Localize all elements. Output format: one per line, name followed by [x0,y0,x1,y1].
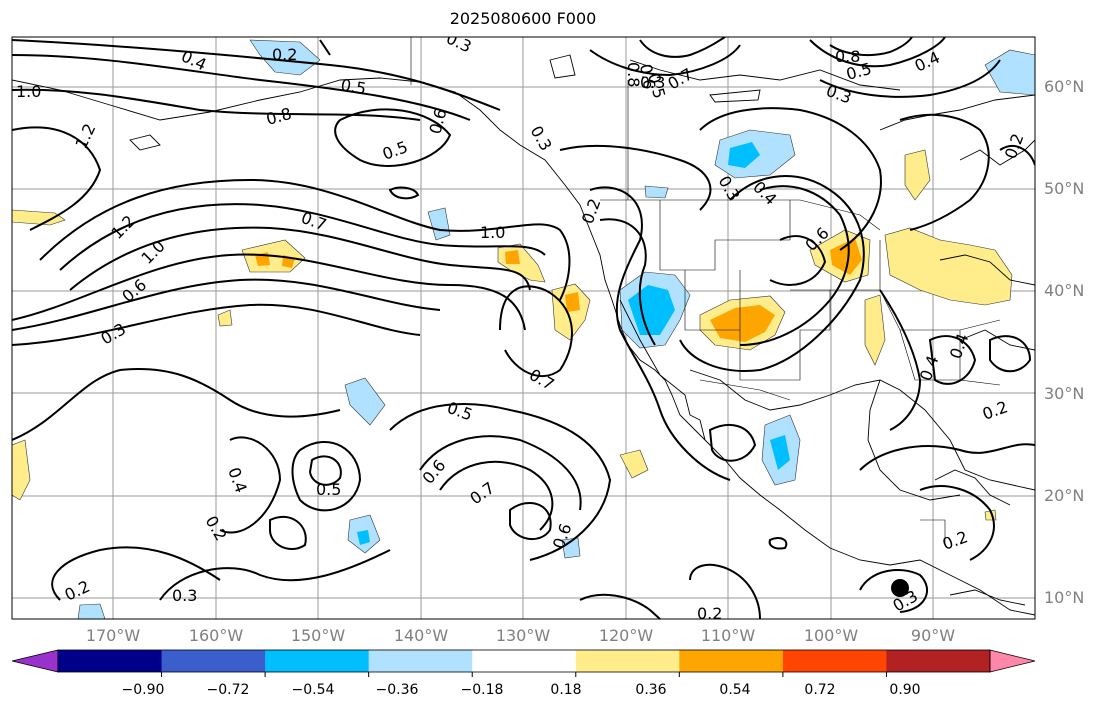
contour-label: 0.5 [316,480,341,499]
colorbar-tick-label: 0.18 [550,682,582,698]
colorbar-tick-label: −0.54 [291,682,335,698]
contour-label: 0.5 [339,75,367,98]
colorbar-tick-label: 0.72 [804,682,836,698]
colorbar-tick-label: −0.18 [460,682,504,698]
contour-label: 0.6 [636,62,659,90]
contour-label: 0.3 [172,586,197,605]
contour-label: 1.0 [16,82,41,101]
contour-label: 1.0 [480,223,505,242]
contour-label: 0.2 [697,604,722,623]
colorbar-swatch [886,650,991,672]
contour-label: 0.8 [624,62,643,87]
colorbar-tick-label: −0.90 [121,682,165,698]
station-dot [891,579,909,597]
contour-label: 0.3 [640,73,665,92]
colorbar [11,649,1036,677]
colorbar-swatch [58,650,163,672]
lon-label: 100°W [803,626,859,645]
lon-label: 90°W [910,626,956,645]
colorbar-tick-label: 0.54 [719,682,751,698]
lon-label: 130°W [495,626,551,645]
lat-label: 20°N [1044,486,1085,505]
lat-label: 30°N [1044,384,1085,403]
lat-label: 40°N [1044,281,1085,300]
colorbar-border [57,649,991,673]
colorbar-extend-high [989,649,1036,673]
colorbar-swatch [782,650,887,672]
colorbar-swatch [472,650,577,672]
lon-label: 140°W [393,626,449,645]
colorbar-tick-label: −0.72 [206,682,250,698]
map-frame [11,36,1036,620]
shaded-regions [12,39,1035,619]
political-borders [410,37,1001,545]
lon-label: 160°W [188,626,244,645]
lon-label: 150°W [290,626,346,645]
colorbar-extend-low [11,649,59,673]
colorbar-swatch [679,650,784,672]
colorbar-swatch [368,650,473,672]
lat-label: 60°N [1044,77,1085,96]
contour-label: 0.8 [835,47,860,66]
colorbar-swatch [161,650,266,672]
lon-label: 170°W [85,626,141,645]
colorbar-tick-label: 0.36 [635,682,667,698]
lat-label: 50°N [1044,179,1085,198]
lon-label: 120°W [598,626,654,645]
colorbar-tick-label: 0.90 [889,682,921,698]
colorbar-swatch [575,650,680,672]
colorbar-tick-label: −0.36 [375,682,419,698]
contour-lines [12,37,1035,619]
colorbar-swatch [265,650,370,672]
lat-label: 10°N [1044,588,1085,607]
coastlines [12,54,1035,616]
contour-label: 0.2 [272,45,297,64]
lon-label: 110°W [700,626,756,645]
map-title: 2025080600 F000 [449,9,597,28]
